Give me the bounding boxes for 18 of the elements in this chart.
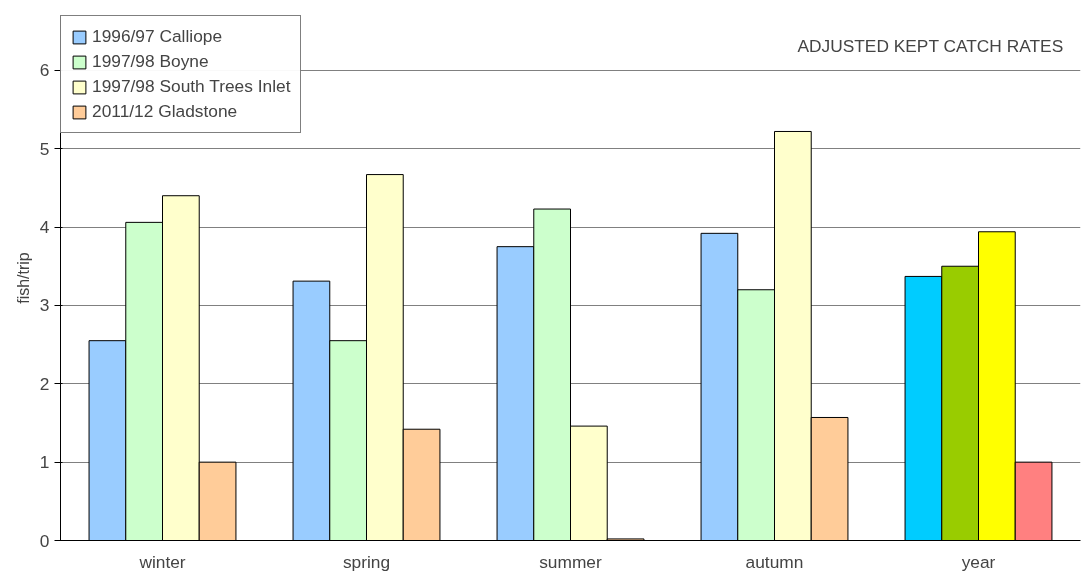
y-axis-title: fish/trip (14, 252, 32, 304)
x-tick-label: winter (138, 551, 186, 572)
y-tick-label: 4 (39, 217, 50, 238)
annotation: ADJUSTED KEPT CATCH RATES (797, 35, 1064, 56)
x-tick-label: summer (539, 551, 603, 572)
x-tick-label: autumn (745, 551, 804, 572)
y-tick-label: 6 (39, 60, 50, 81)
legend-label: 1997/98 Boyne (92, 51, 209, 72)
x-tick-label: spring (342, 551, 391, 572)
y-tick-label: 1 (39, 452, 50, 473)
legend-label: 1997/98 South Trees Inlet (92, 76, 291, 97)
x-tick-label: year (961, 551, 996, 572)
y-tick-label: 2 (39, 373, 50, 394)
legend-label: 2011/12 Gladstone (92, 101, 238, 122)
y-tick-label: 5 (39, 138, 50, 159)
legend-label: 1996/97 Calliope (92, 26, 223, 47)
y-tick-label: 3 (39, 295, 50, 316)
y-tick-label: 0 (39, 530, 50, 551)
